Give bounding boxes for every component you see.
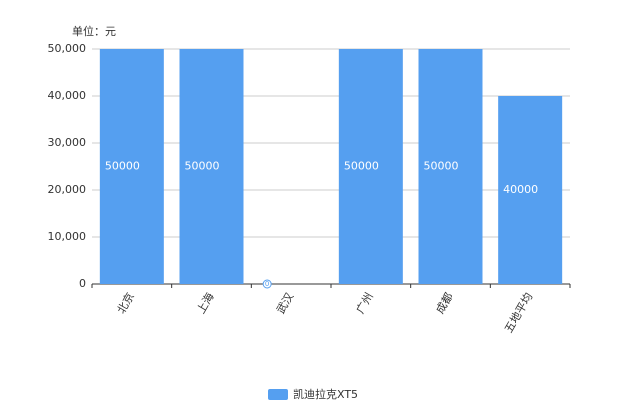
- bar: [99, 49, 164, 284]
- legend-label: 凯迪拉克XT5: [293, 387, 358, 401]
- y-tick-label: 40,000: [48, 89, 87, 102]
- data-label: 50000: [424, 160, 459, 173]
- y-tick-label: 30,000: [48, 136, 87, 149]
- x-tick-label: 上海: [194, 290, 217, 316]
- bar: [338, 49, 403, 284]
- x-tick-label: 成都: [433, 291, 455, 317]
- unit-label: 单位：元: [72, 24, 116, 38]
- y-tick-label: 0: [79, 277, 86, 290]
- data-label: 50000: [105, 160, 140, 173]
- x-tick-label: 五地平均: [502, 291, 535, 336]
- data-label: 0: [265, 280, 269, 288]
- data-label: 40000: [503, 183, 538, 196]
- y-tick-label: 10,000: [48, 230, 87, 243]
- x-tick-label: 广州: [354, 291, 376, 317]
- data-label: 50000: [185, 160, 220, 173]
- data-label: 50000: [344, 160, 379, 173]
- bar: [179, 49, 244, 284]
- x-tick-label: 武汉: [274, 291, 296, 317]
- y-tick-label: 50,000: [48, 42, 87, 55]
- x-tick-label: 北京: [114, 290, 137, 316]
- zero-marker: [262, 279, 272, 289]
- bar: [498, 96, 563, 284]
- bar: [418, 49, 483, 284]
- legend-swatch: [268, 389, 288, 400]
- y-tick-label: 20,000: [48, 183, 87, 196]
